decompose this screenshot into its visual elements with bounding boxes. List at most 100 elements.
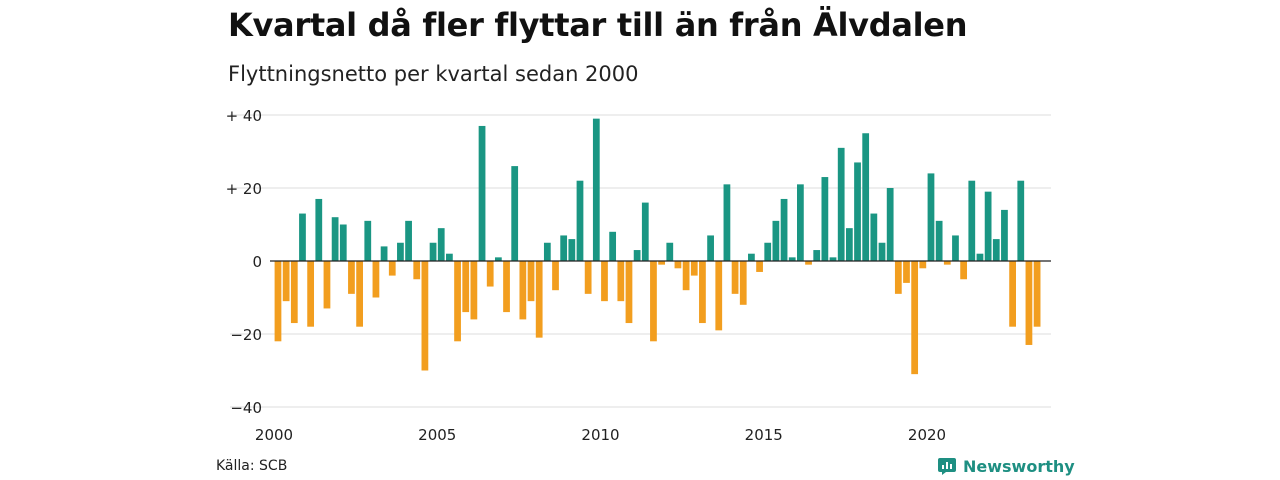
bar (723, 184, 731, 261)
bar (690, 261, 698, 276)
bar (927, 173, 935, 261)
bar (984, 191, 992, 261)
bar (731, 261, 739, 294)
bar (658, 261, 665, 265)
bar (772, 220, 780, 261)
chart-title: Kvartal då fler flyttar till än från Älv… (228, 6, 968, 44)
bar (641, 202, 649, 261)
bar (707, 235, 714, 261)
bar (699, 261, 706, 324)
bar (821, 177, 829, 261)
bar (592, 118, 600, 262)
bar (299, 213, 306, 261)
bar (446, 253, 453, 261)
bar (650, 261, 657, 342)
bar (372, 261, 380, 298)
newsworthy-logo-icon (938, 458, 956, 475)
bar (290, 261, 298, 324)
bar (454, 261, 461, 342)
bar (1009, 261, 1016, 327)
y-tick-label: + 40 (226, 107, 262, 125)
bar (878, 242, 886, 261)
source-note: Källa: SCB (216, 458, 288, 474)
bar (748, 253, 755, 261)
bar (756, 261, 763, 272)
bar (788, 257, 796, 261)
chart-subtitle: Flyttningsnetto per kvartal sedan 2000 (228, 62, 639, 86)
bar (568, 239, 576, 261)
bar (886, 188, 894, 261)
bar (503, 261, 510, 313)
bar (364, 220, 372, 261)
bar (552, 261, 559, 291)
bar (609, 231, 617, 261)
bar (992, 239, 1000, 261)
bar (625, 261, 633, 324)
bar (315, 198, 323, 261)
bar (421, 261, 429, 371)
bar (576, 180, 584, 261)
x-tick-label: 2010 (581, 426, 619, 444)
y-tick-label: −40 (230, 399, 262, 417)
bar (666, 242, 674, 261)
bar (894, 261, 902, 294)
bar (486, 261, 494, 287)
y-tick-label: −20 (230, 326, 262, 344)
bar (274, 261, 282, 342)
bar (405, 220, 412, 261)
x-tick-label: 2015 (745, 426, 783, 444)
bar (952, 235, 959, 261)
bar (307, 261, 315, 327)
bar (388, 261, 396, 276)
bar (764, 242, 772, 261)
bar (911, 261, 919, 375)
bar (543, 242, 551, 261)
bar (829, 257, 837, 261)
bar (682, 261, 690, 291)
bar (805, 261, 812, 265)
bar (478, 125, 486, 261)
bar (323, 261, 331, 309)
y-tick-label: 0 (252, 253, 262, 271)
bar (1025, 261, 1033, 345)
bar (943, 261, 951, 265)
bar (813, 250, 821, 261)
bar (780, 198, 788, 261)
bar (633, 250, 641, 261)
bar (356, 261, 363, 327)
bar (870, 213, 878, 261)
bar (715, 261, 723, 331)
bar (535, 261, 543, 338)
bar (837, 147, 845, 261)
bar (1001, 209, 1008, 261)
bar (960, 261, 968, 280)
brand-name: Newsworthy (963, 456, 1075, 476)
bar (413, 261, 421, 280)
bar (845, 228, 853, 261)
bar (348, 261, 355, 294)
bar (976, 253, 984, 261)
bar (470, 261, 478, 320)
bar (903, 261, 910, 283)
bar (462, 261, 470, 313)
bar (494, 257, 502, 261)
y-tick-label: + 20 (226, 180, 262, 198)
bar (601, 261, 608, 302)
bar (397, 242, 404, 261)
bar (527, 261, 535, 302)
bar (935, 220, 943, 261)
bar (1017, 180, 1025, 261)
bar (331, 217, 339, 261)
bar (617, 261, 625, 302)
x-tick-label: 2005 (418, 426, 456, 444)
bar (511, 166, 519, 261)
brand-logo: Newsworthy (937, 456, 1075, 476)
bar (674, 261, 682, 269)
bar (380, 246, 388, 261)
bar (797, 184, 804, 261)
bar (282, 261, 290, 302)
x-tick-label: 2020 (908, 426, 946, 444)
bar (919, 261, 927, 269)
bar (519, 261, 527, 320)
bar (560, 235, 568, 261)
